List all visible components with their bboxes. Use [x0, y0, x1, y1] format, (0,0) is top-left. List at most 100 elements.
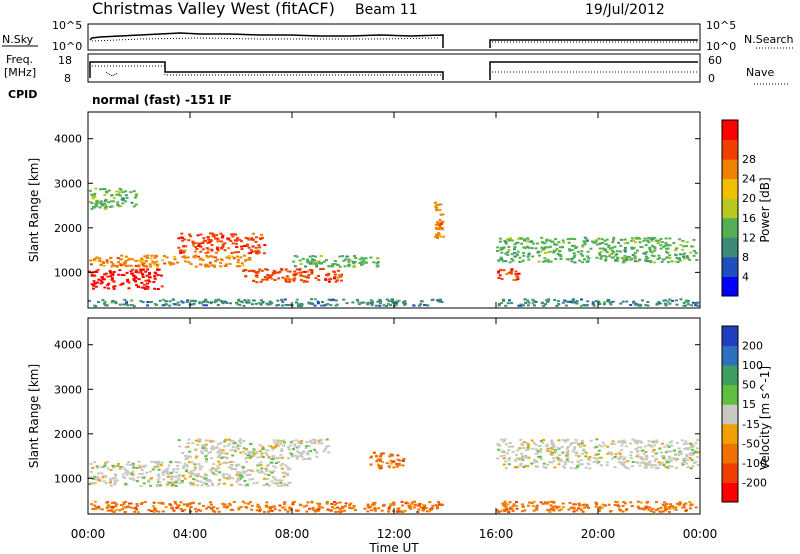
scatter-cell [212, 463, 216, 466]
scatter-cell [389, 453, 393, 456]
scatter-cell [107, 504, 111, 507]
scatter-cell [201, 241, 205, 244]
scatter-cell [204, 482, 208, 485]
scatter-cell [220, 456, 224, 459]
scatter-cell [678, 501, 682, 504]
scatter-cell [437, 234, 441, 237]
scatter-cell [323, 304, 326, 307]
scatter-cell [574, 467, 577, 470]
scatter-cell [106, 275, 110, 278]
scatter-cell [690, 459, 694, 462]
scatter-cell [263, 276, 267, 278]
scatter-cell [217, 483, 220, 486]
scatter-cell [204, 455, 208, 458]
scatter-cell [135, 467, 139, 469]
scatter-cell [262, 510, 266, 513]
scatter-cell [588, 458, 592, 461]
scatter-cell [218, 463, 222, 466]
scatter-cell [223, 445, 227, 448]
scatter-cell [294, 273, 298, 276]
scatter-cell [305, 258, 309, 261]
freq-label-line2: [MHz] [4, 66, 36, 79]
scatter-cell [238, 238, 242, 241]
scatter-cell [211, 264, 215, 267]
scatter-cell [255, 276, 259, 279]
scatter-cell [150, 254, 154, 257]
scatter-cell [546, 447, 550, 450]
scatter-cell [582, 304, 586, 307]
scatter-cell [194, 265, 198, 268]
scatter-cell [671, 505, 674, 508]
scatter-cell [111, 280, 115, 283]
scatter-cell [291, 440, 295, 443]
scatter-cell [165, 256, 169, 259]
scatter-cell [197, 463, 201, 465]
scatter-cell [564, 304, 568, 307]
scatter-cell [219, 261, 223, 264]
scatter-cell [502, 299, 506, 302]
scatter-cell [130, 472, 134, 475]
scatter-cell [315, 260, 319, 263]
scatter-cell [249, 238, 253, 241]
scatter-cell [510, 239, 514, 242]
scatter-cell [252, 452, 256, 455]
scatter-cell [243, 245, 246, 247]
scatter-cell [134, 280, 138, 283]
scatter-cell [117, 462, 120, 465]
scatter-cell [579, 304, 583, 307]
scatter-cell [177, 246, 181, 249]
scatter-cell [188, 475, 192, 478]
scatter-cell [270, 277, 274, 280]
scatter-cell [94, 478, 98, 481]
scatter-cell [312, 438, 315, 441]
scatter-cell [643, 465, 647, 468]
scatter-cell [696, 304, 700, 307]
scatter-cell [244, 301, 248, 304]
scatter-cell [682, 503, 686, 506]
scatter-cell [544, 466, 548, 469]
scatter-cell [124, 190, 128, 193]
scatter-cell [401, 504, 405, 507]
scatter-cell [268, 470, 272, 473]
scatter-cell [361, 301, 365, 304]
scatter-cell [561, 246, 564, 249]
scatter-cell [124, 500, 128, 503]
scatter-cell [654, 464, 658, 467]
scatter-cell [685, 453, 689, 456]
scatter-cell [634, 448, 638, 450]
scatter-cell [206, 236, 210, 239]
scatter-cell [300, 455, 304, 458]
scatter-cell [194, 439, 198, 442]
scatter-cell [293, 445, 297, 448]
scatter-cell [324, 278, 328, 281]
scatter-cell [189, 506, 193, 508]
scatter-cell [573, 254, 577, 257]
scatter-cell [633, 439, 637, 442]
scatter-cell [627, 255, 631, 258]
scatter-cell [210, 301, 213, 304]
scatter-cell [550, 240, 554, 243]
scatter-cell [243, 502, 247, 505]
scatter-cell [333, 503, 337, 506]
scatter-cell [110, 278, 114, 281]
scatter-cell [96, 268, 100, 271]
scatter-cell [91, 195, 95, 198]
scatter-cell [360, 261, 364, 264]
scatter-cell [612, 251, 616, 253]
scatter-cell [379, 453, 383, 456]
scatter-cell [549, 245, 553, 248]
scatter-cell [374, 304, 378, 307]
scatter-cell [653, 460, 657, 463]
scatter-cell [295, 268, 299, 271]
scatter-cell [580, 298, 583, 301]
colorbar-swatch [722, 139, 738, 160]
scatter-cell [222, 461, 226, 464]
scatter-cell [369, 505, 373, 508]
scatter-cell [388, 455, 392, 458]
scatter-cell [664, 509, 668, 512]
scatter-cell [655, 501, 658, 504]
scatter-cell [424, 507, 428, 509]
scatter-cell [329, 304, 333, 307]
scatter-cell [629, 304, 633, 306]
scatter-cell [289, 444, 293, 447]
